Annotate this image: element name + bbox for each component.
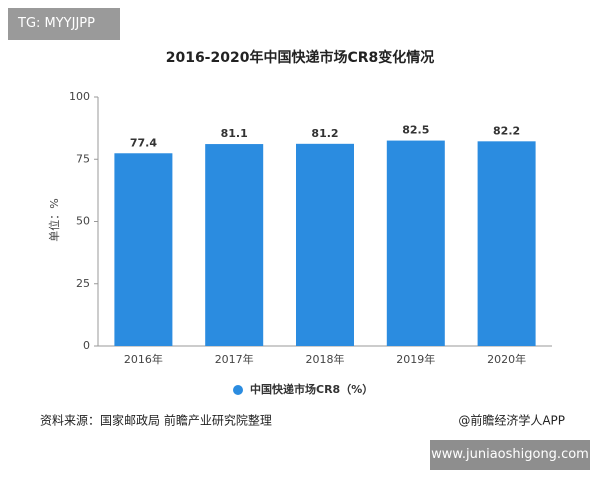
bar <box>296 143 354 346</box>
y-tick-label: 100 <box>69 90 90 103</box>
x-tick-label: 2018年 <box>306 352 345 366</box>
bar <box>386 140 445 346</box>
value-label: 81.2 <box>311 127 338 140</box>
value-label: 77.4 <box>130 136 157 149</box>
value-label: 81.1 <box>221 127 248 140</box>
bar <box>477 141 536 346</box>
site-badge: www.juniaoshigong.com <box>430 440 590 470</box>
legend-marker <box>233 385 243 395</box>
y-tick-label: 50 <box>76 215 90 228</box>
value-label: 82.2 <box>493 124 520 137</box>
source: 资料来源：国家邮政局 前瞻产业研究院整理 <box>40 413 272 428</box>
credit: @前瞻经济学人APP <box>458 413 565 428</box>
y-tick-label: 75 <box>76 152 90 165</box>
legend-label: 中国快递市场CR8（%） <box>250 382 373 396</box>
x-tick-label: 2019年 <box>396 352 435 366</box>
chart-title: 2016-2020年中国快递市场CR8变化情况 <box>166 49 435 66</box>
bar <box>205 144 264 346</box>
value-label: 82.5 <box>402 124 429 137</box>
bar <box>114 153 173 346</box>
y-tick-label: 0 <box>83 339 90 352</box>
x-tick-label: 2020年 <box>487 352 526 366</box>
badge: TG: MYYJJPP <box>8 8 120 40</box>
x-tick-label: 2017年 <box>215 352 254 366</box>
x-tick-label: 2016年 <box>124 352 163 366</box>
y-tick-label: 25 <box>76 277 90 290</box>
y-axis-label: 单位：% <box>47 198 61 241</box>
